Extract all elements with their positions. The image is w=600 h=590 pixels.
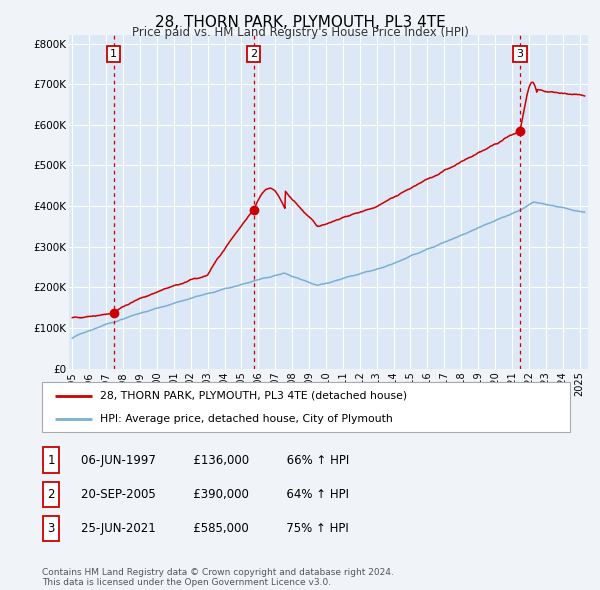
Text: 1: 1 (47, 454, 55, 467)
Text: 3: 3 (47, 522, 55, 535)
Text: 2: 2 (47, 488, 55, 501)
Text: Contains HM Land Registry data © Crown copyright and database right 2024.
This d: Contains HM Land Registry data © Crown c… (42, 568, 394, 587)
Text: HPI: Average price, detached house, City of Plymouth: HPI: Average price, detached house, City… (100, 414, 393, 424)
Text: 28, THORN PARK, PLYMOUTH, PL3 4TE (detached house): 28, THORN PARK, PLYMOUTH, PL3 4TE (detac… (100, 391, 407, 401)
Text: 1: 1 (110, 49, 117, 59)
Text: 20-SEP-2005          £390,000          64% ↑ HPI: 20-SEP-2005 £390,000 64% ↑ HPI (81, 488, 349, 501)
Text: 2: 2 (250, 49, 257, 59)
Text: 06-JUN-1997          £136,000          66% ↑ HPI: 06-JUN-1997 £136,000 66% ↑ HPI (81, 454, 349, 467)
Text: 25-JUN-2021          £585,000          75% ↑ HPI: 25-JUN-2021 £585,000 75% ↑ HPI (81, 522, 349, 535)
FancyBboxPatch shape (43, 481, 59, 507)
FancyBboxPatch shape (43, 516, 59, 542)
Text: Price paid vs. HM Land Registry's House Price Index (HPI): Price paid vs. HM Land Registry's House … (131, 26, 469, 39)
Text: 28, THORN PARK, PLYMOUTH, PL3 4TE: 28, THORN PARK, PLYMOUTH, PL3 4TE (155, 15, 445, 30)
Text: 3: 3 (517, 49, 524, 59)
FancyBboxPatch shape (42, 382, 570, 432)
FancyBboxPatch shape (43, 447, 59, 473)
